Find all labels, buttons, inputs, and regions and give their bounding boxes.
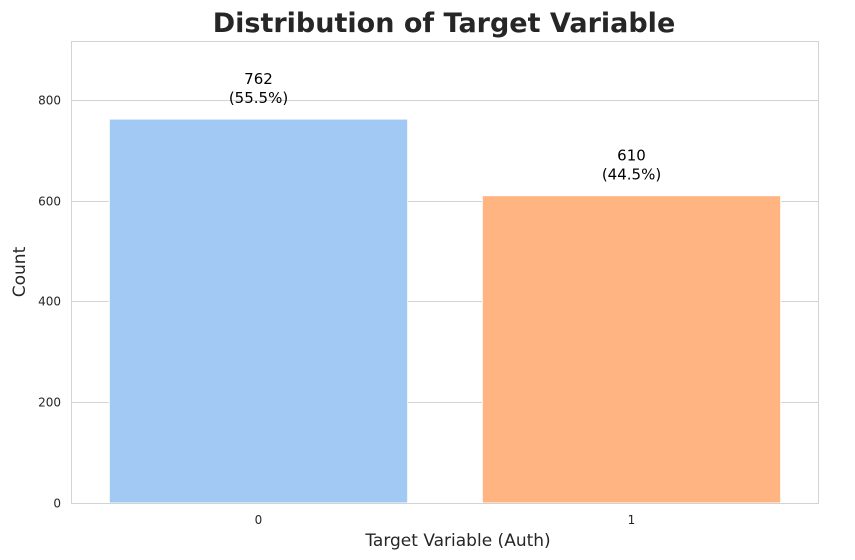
x-tick-label: 0 — [255, 513, 263, 527]
bars — [108, 118, 782, 504]
y-tick-label: 200 — [38, 396, 61, 410]
x-tick-label: 1 — [628, 513, 636, 527]
y-tick-label: 800 — [38, 94, 61, 108]
data-label-0: 762 (55.5%) — [229, 70, 288, 107]
y-tick-label: 400 — [38, 295, 61, 309]
data-label-1: 610 (44.5%) — [602, 147, 661, 184]
y-axis-ticks: 0 200 400 600 800 — [38, 94, 61, 511]
y-axis-label: Count — [10, 246, 30, 297]
x-axis-label: Target Variable (Auth) — [364, 531, 550, 551]
chart-title: Distribution of Target Variable — [213, 8, 676, 39]
data-labels: 762 (55.5%) 610 (44.5%) — [229, 70, 661, 184]
bar-0 — [108, 118, 409, 504]
bar-1 — [481, 195, 782, 504]
y-tick-label: 600 — [38, 195, 61, 209]
plot-frame — [71, 41, 819, 504]
y-tick-label: 0 — [53, 497, 61, 511]
